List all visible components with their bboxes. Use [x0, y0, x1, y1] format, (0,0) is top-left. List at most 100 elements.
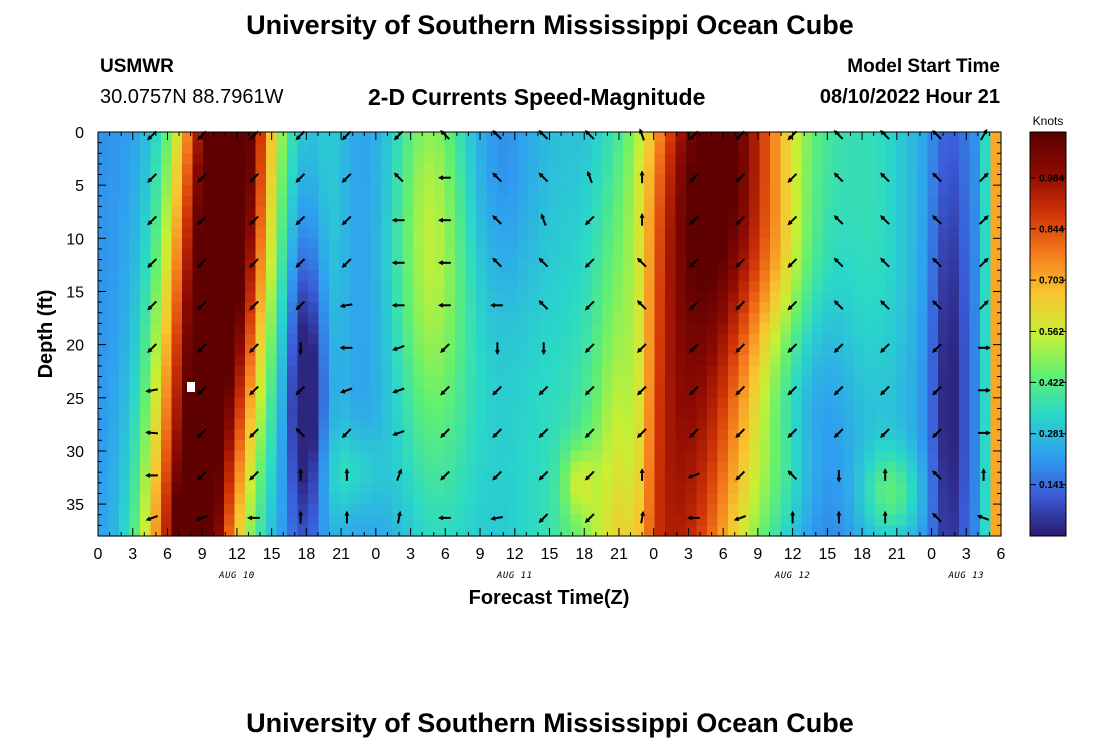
heatmap-cell — [959, 163, 971, 176]
heatmap-cell — [434, 206, 446, 218]
heatmap-cell — [308, 132, 320, 144]
heatmap-cell — [801, 270, 813, 282]
heatmap-cell — [938, 440, 950, 452]
heatmap-cell — [812, 248, 824, 261]
heatmap-cell — [234, 419, 246, 431]
heatmap-cell — [612, 217, 624, 229]
current-arrow — [787, 428, 798, 439]
heatmap-cell — [917, 334, 929, 346]
heatmap-cell — [371, 312, 383, 324]
heatmap-cell — [539, 376, 551, 388]
heatmap-cell — [423, 227, 435, 239]
heatmap-cell — [959, 429, 971, 441]
heatmap-cell — [255, 206, 267, 218]
heatmap-cell — [245, 291, 257, 303]
heatmap-cell — [917, 461, 929, 473]
heatmap-cell — [654, 195, 666, 208]
heatmap-cell — [518, 270, 530, 282]
heatmap-cell — [381, 132, 393, 144]
heatmap-cell — [213, 248, 225, 261]
heatmap-cell — [759, 365, 771, 378]
heatmap-cell — [990, 493, 1002, 505]
heatmap-cell — [444, 504, 456, 516]
heatmap-cell — [465, 504, 477, 516]
heatmap-cell — [266, 259, 278, 271]
heatmap-cell — [140, 440, 152, 452]
heatmap-cell — [266, 440, 278, 452]
heatmap-cell — [854, 397, 866, 410]
heatmap-cell — [318, 153, 330, 165]
heatmap-cell — [570, 408, 582, 420]
heatmap-cell — [959, 227, 971, 239]
heatmap-cell — [255, 238, 267, 250]
heatmap-cell — [129, 525, 141, 537]
heatmap-cell — [707, 302, 719, 314]
heatmap-cell — [497, 397, 509, 410]
heatmap-cell — [518, 312, 530, 324]
heatmap-cell — [633, 450, 645, 463]
heatmap-cell — [770, 163, 782, 176]
current-arrow — [735, 428, 746, 439]
heatmap-cell — [938, 291, 950, 303]
heatmap-cell — [990, 248, 1002, 261]
heatmap-cell — [696, 238, 708, 250]
heatmap-cell — [602, 355, 614, 367]
heatmap-cell — [486, 493, 498, 505]
heatmap-cell — [822, 472, 834, 484]
heatmap-cell — [140, 525, 152, 537]
heatmap-cell — [486, 525, 498, 537]
heatmap-cell — [392, 174, 404, 186]
heatmap-cell — [927, 450, 939, 463]
heatmap-cell — [917, 270, 929, 282]
heatmap-cell — [644, 238, 656, 250]
heatmap-cell — [245, 461, 257, 473]
heatmap-cell — [875, 185, 887, 197]
heatmap-cell — [455, 344, 467, 356]
heatmap-cell — [990, 227, 1002, 239]
heatmap-cell — [969, 334, 981, 346]
heatmap-cell — [990, 163, 1002, 176]
heatmap-cell — [329, 206, 341, 218]
heatmap-cell — [633, 365, 645, 378]
heatmap-cell — [707, 153, 719, 165]
heatmap-cell — [654, 153, 666, 165]
heatmap-cell — [675, 132, 687, 144]
heatmap-cell — [318, 142, 330, 154]
heatmap-cell — [633, 185, 645, 197]
heatmap-cell — [980, 408, 992, 420]
heatmap-cell — [665, 323, 677, 335]
current-arrow — [197, 258, 207, 268]
heatmap-cell — [833, 195, 845, 208]
heatmap-cell — [959, 387, 971, 399]
heatmap-cell — [927, 419, 939, 431]
heatmap-cell — [444, 408, 456, 420]
heatmap-cell — [969, 195, 981, 208]
heatmap-cell — [948, 142, 960, 154]
heatmap-cell — [171, 493, 183, 505]
heatmap-cell — [822, 429, 834, 441]
colorbar-tick-label: 0.422 — [1039, 378, 1064, 389]
heatmap-cell — [171, 514, 183, 526]
heatmap-cell — [339, 195, 351, 208]
heatmap-cell — [591, 259, 603, 271]
heatmap-cell — [980, 238, 992, 250]
heatmap-cell — [896, 238, 908, 250]
heatmap-cell — [633, 323, 645, 335]
heatmap-cell — [360, 334, 372, 346]
heatmap-cell — [738, 482, 750, 495]
heatmap-cell — [623, 525, 635, 537]
heatmap-cell — [161, 248, 173, 261]
heatmap-cell — [140, 408, 152, 420]
heatmap-cell — [476, 344, 488, 356]
heatmap-cell — [749, 259, 761, 271]
heatmap-cell — [644, 365, 656, 378]
heatmap-cell — [192, 259, 204, 271]
heatmap-cell — [833, 132, 845, 144]
heatmap-cell — [255, 419, 267, 431]
heatmap-cell — [308, 248, 320, 261]
heatmap-cell — [938, 195, 950, 208]
heatmap-cell — [339, 376, 351, 388]
heatmap-cell — [833, 440, 845, 452]
heatmap-cell — [549, 514, 561, 526]
heatmap-cell — [738, 153, 750, 165]
